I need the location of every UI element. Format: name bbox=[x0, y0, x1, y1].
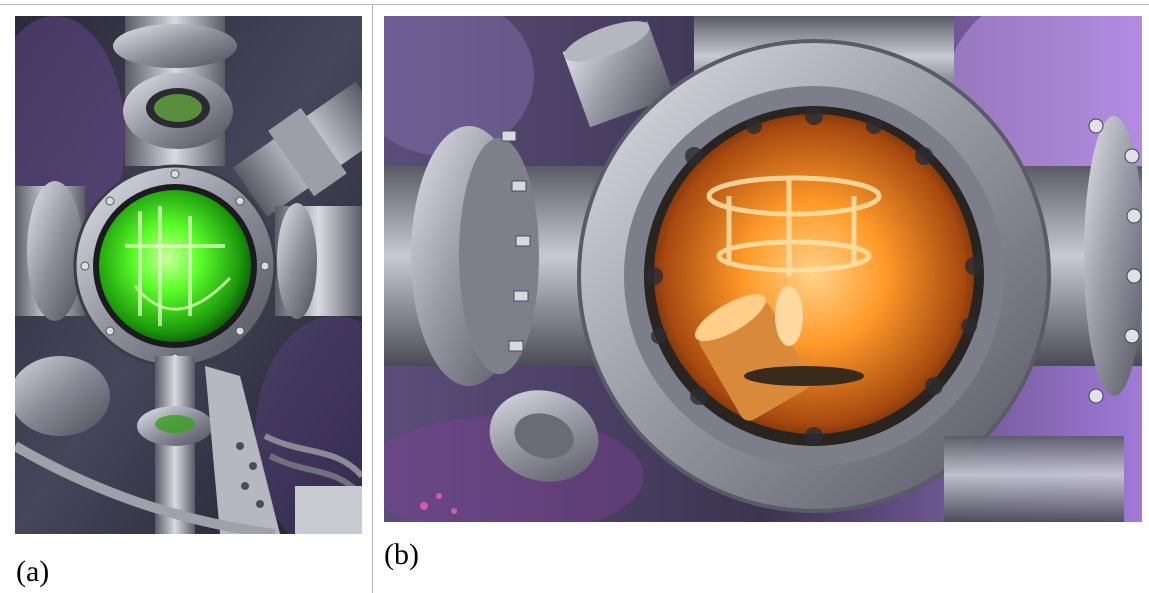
caption-b: (b) bbox=[384, 538, 419, 571]
photo-green-viewport-chamber bbox=[15, 16, 362, 534]
photo-orange-viewport-chamber bbox=[384, 16, 1142, 522]
top-rule bbox=[0, 4, 1149, 5]
column-divider bbox=[372, 4, 373, 593]
caption-a: (a) bbox=[16, 555, 50, 588]
